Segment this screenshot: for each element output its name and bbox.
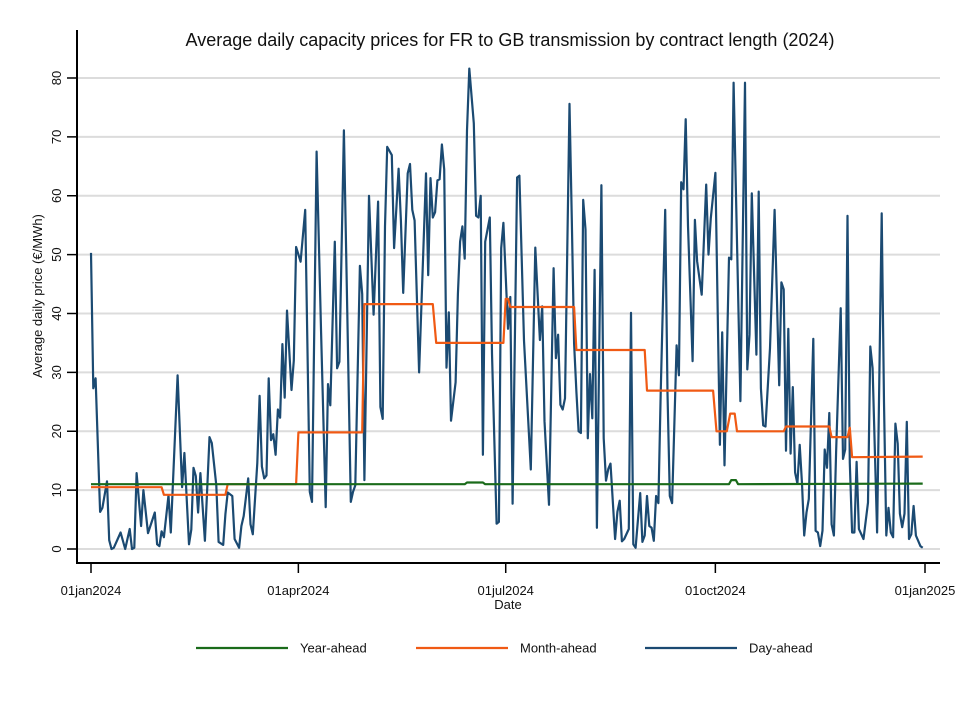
series-line-month-ahead xyxy=(91,297,923,496)
y-tick-label: 70 xyxy=(49,130,64,144)
y-tick-label: 20 xyxy=(49,424,64,438)
legend-label: Year-ahead xyxy=(300,641,367,656)
y-axis-ticks: 0 10 20 30 40 50 60 70 80 xyxy=(49,71,77,553)
x-tick-label: 01jul2024 xyxy=(478,583,534,598)
x-tick-label: 01jan2025 xyxy=(895,583,956,598)
x-tick-label: 01jan2024 xyxy=(61,583,122,598)
legend-label: Day-ahead xyxy=(749,641,813,656)
legend-label: Month-ahead xyxy=(520,641,597,656)
y-tick-label: 80 xyxy=(49,71,64,85)
y-tick-label: 50 xyxy=(49,247,64,261)
y-tick-label: 40 xyxy=(49,306,64,320)
series-line-year-ahead xyxy=(91,479,923,486)
y-tick-label: 10 xyxy=(49,483,64,497)
x-axis-ticks: 01jan2024 01apr2024 01jul2024 01oct2024 01ja… xyxy=(61,563,956,598)
chart-title: Average daily capacity prices for FR to … xyxy=(186,30,835,50)
series-line-day-ahead xyxy=(89,67,924,551)
x-tick-label: 01oct2024 xyxy=(685,583,746,598)
x-axis-title: Date xyxy=(494,597,521,612)
y-tick-label: 60 xyxy=(49,189,64,203)
x-tick-label: 01apr2024 xyxy=(267,583,329,598)
y-tick-label: 30 xyxy=(49,365,64,379)
series-lines xyxy=(89,67,924,551)
legend: Year-ahead Month-ahead Day-ahead xyxy=(196,641,813,656)
y-axis-title: Average daily price (€/MWh) xyxy=(30,214,45,378)
y-tick-label: 0 xyxy=(49,545,64,552)
